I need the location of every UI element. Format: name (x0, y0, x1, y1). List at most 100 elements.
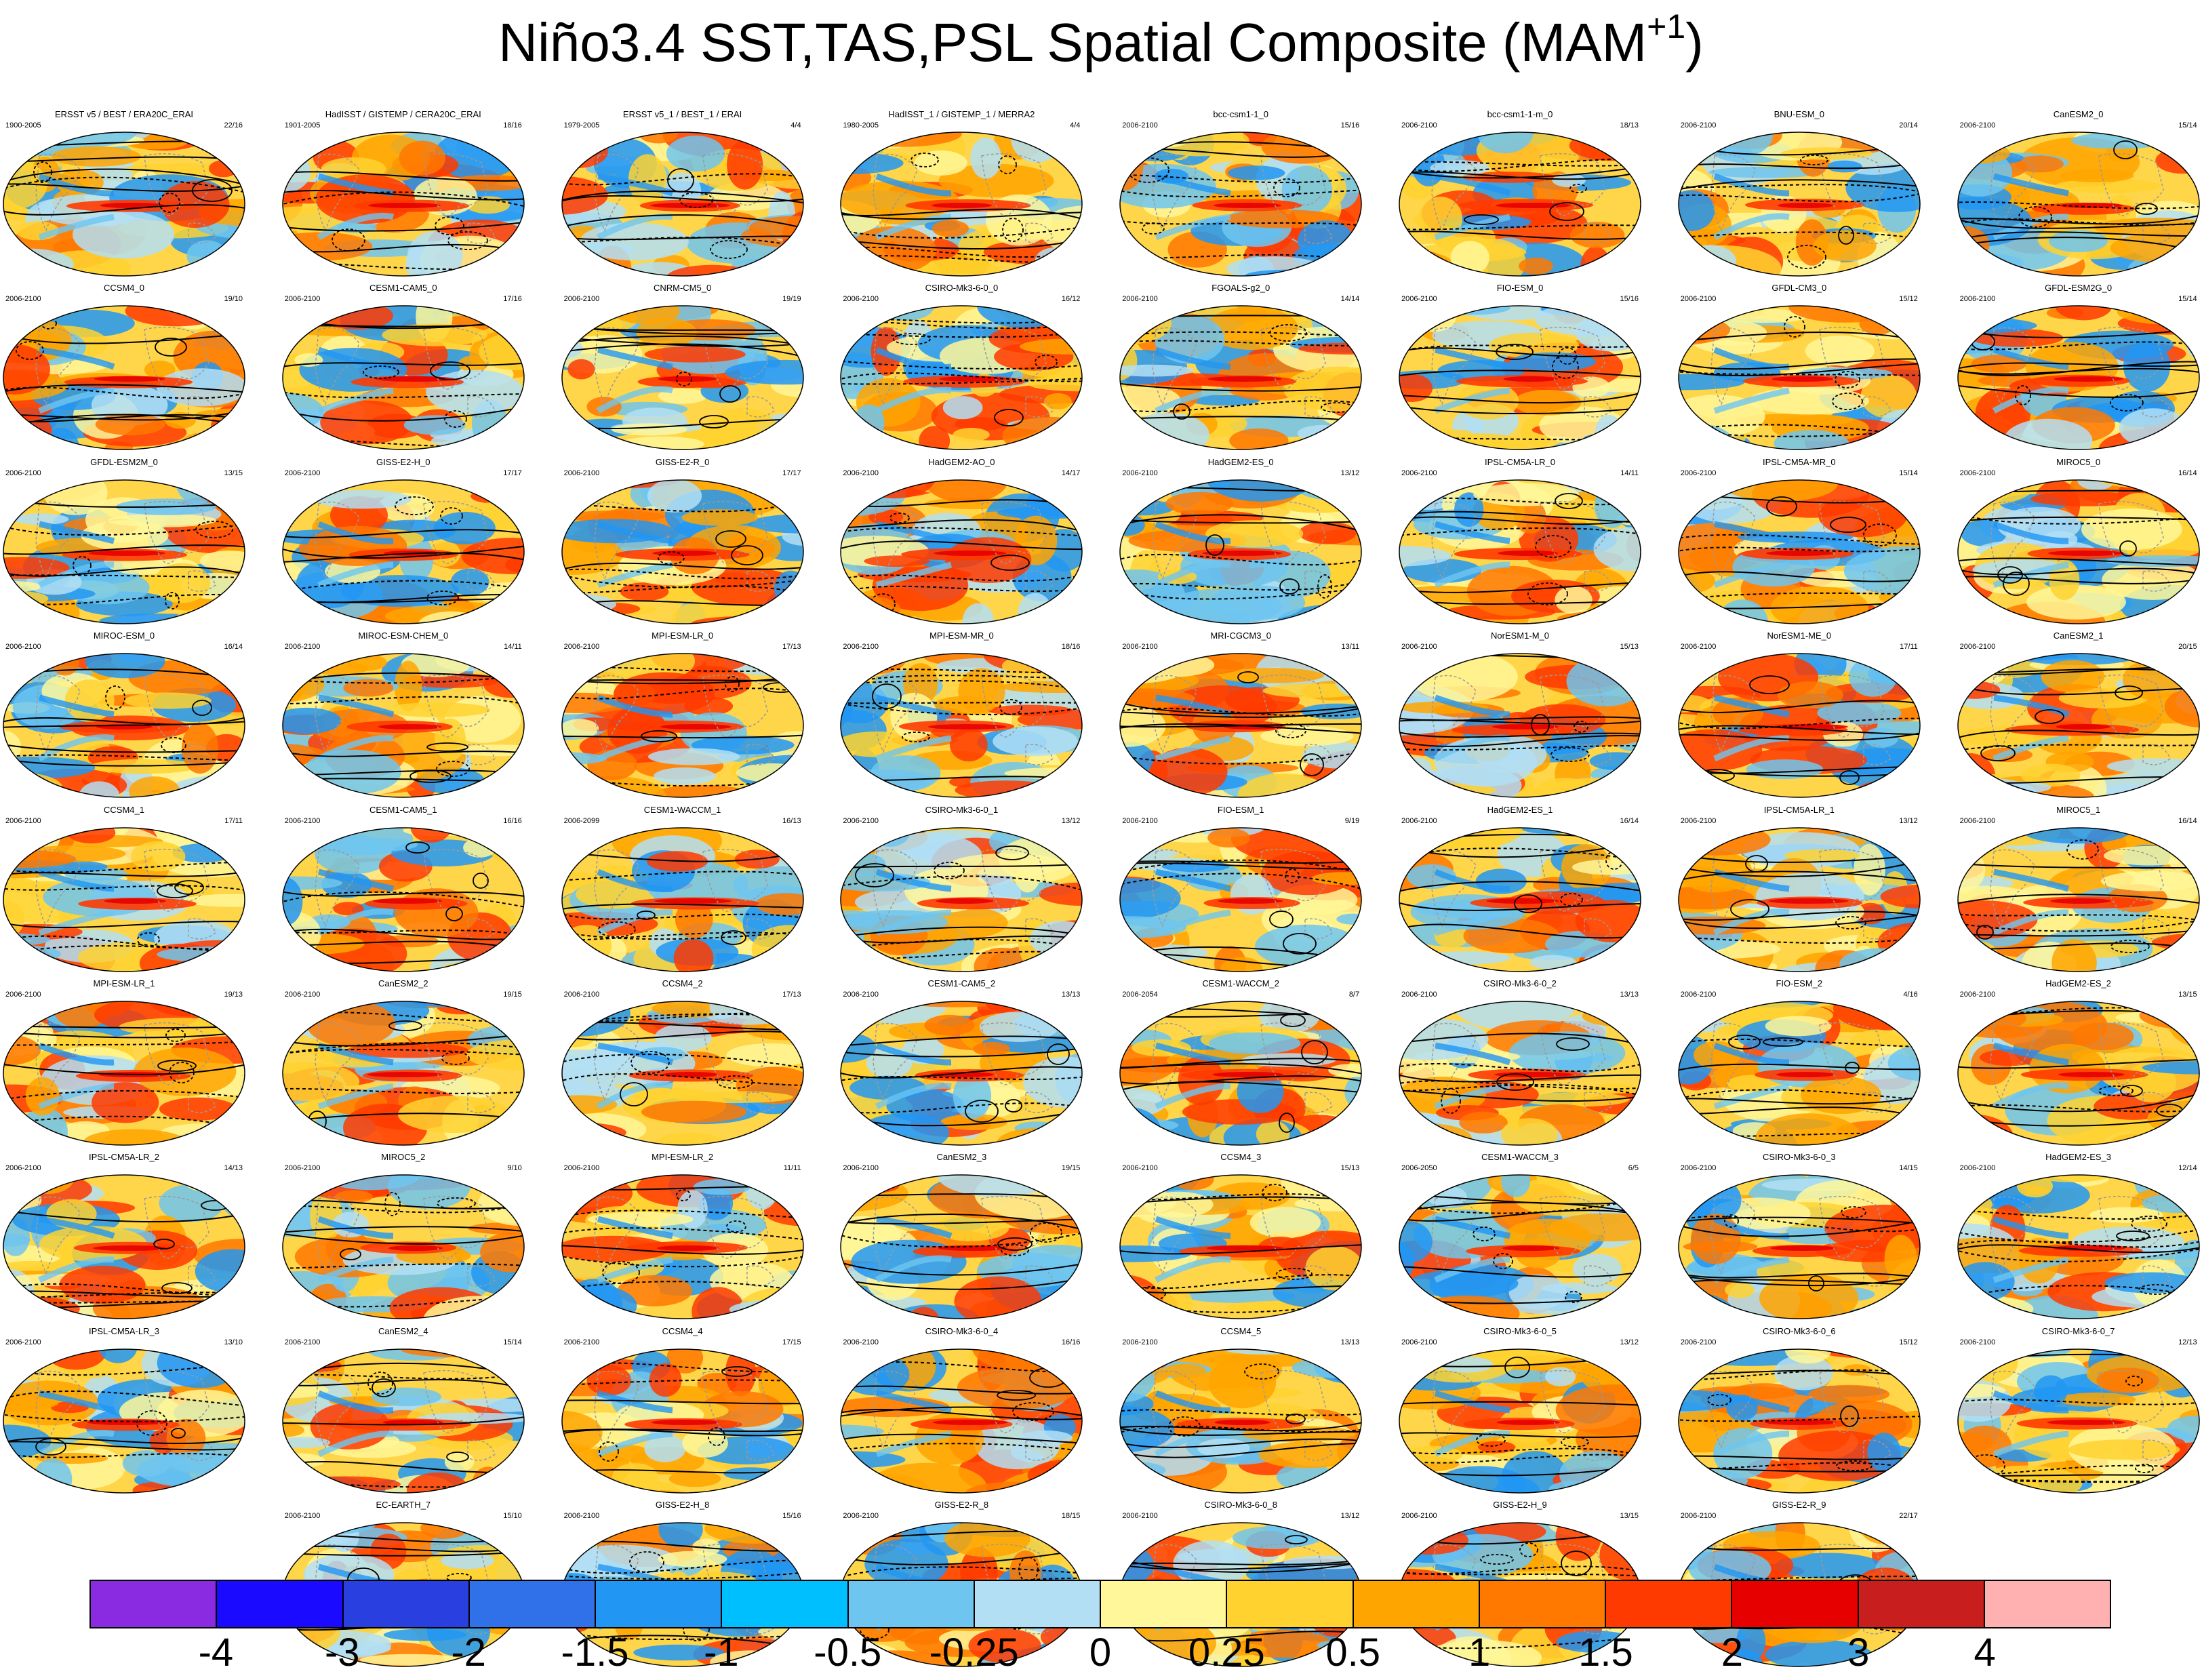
panel-period: 2006-2100 (563, 991, 600, 999)
panel-title: BNU-ESM_0 (1774, 109, 1824, 119)
panel-event-count: 15/16 (1620, 295, 1639, 304)
panel-event-count: 9/19 (1344, 816, 1360, 825)
colorbar-cell (1479, 1581, 1606, 1627)
colorbar-cell (722, 1581, 849, 1627)
colorbar-tick-label: 0 (1089, 1631, 1112, 1675)
panel-period: 2006-2100 (563, 1164, 600, 1173)
colorbar-cell (1227, 1581, 1354, 1627)
panel-period: 2006-2100 (843, 1164, 879, 1173)
map-panel: CSIRO-Mk3-6-0_6 2006-2100 15/12 (1674, 1325, 1925, 1496)
panel-event-count: 16/16 (503, 816, 522, 825)
panel-period: 2006-2100 (563, 468, 600, 477)
colorbar-tick-label: -3 (324, 1631, 360, 1675)
map-panel: HadGEM2-AO_0 2006-2100 14/17 (836, 456, 1087, 627)
panel-event-count: 8/7 (1348, 991, 1360, 999)
panel-title: CESM1-CAM5_2 (927, 978, 996, 988)
panel-title: MIROC5_0 (2056, 456, 2101, 467)
panel-period: 2006-2100 (1680, 295, 1717, 304)
composite-map (1674, 824, 1925, 975)
title-superscript: +1 (1647, 7, 1686, 45)
panel-title: ERSST v5_1 / BEST_1 / ERAI (622, 109, 742, 119)
panel-period: 2006-2100 (1680, 1164, 1717, 1173)
panel-period: 2006-2050 (1401, 1164, 1437, 1173)
panel-title: CanESM2_1 (2053, 631, 2104, 641)
panel-period: 2006-2100 (1401, 816, 1437, 825)
composite-map (278, 650, 529, 801)
panel-period: 2006-2100 (1401, 1512, 1437, 1521)
panel-title: CanESM2_4 (378, 1325, 428, 1336)
panel-period: 2006-2100 (1959, 816, 1996, 825)
map-panel: MPI-ESM-LR_2 2006-2100 11/11 (557, 1151, 808, 1322)
panel-period: 2006-2100 (1122, 295, 1158, 304)
panel-title: GISS-E2-R_8 (934, 1500, 989, 1511)
panel-period: 2006-2054 (1122, 991, 1158, 999)
panel-event-count: 17/15 (782, 1338, 801, 1346)
composite-map (1674, 1172, 1925, 1322)
panel-title: GISS-E2-H_8 (655, 1500, 710, 1511)
panel-title: GISS-E2-R_9 (1772, 1500, 1826, 1511)
composite-map (557, 477, 808, 627)
panel-title: MIROC5_2 (381, 1152, 426, 1163)
panel-period: 2006-2100 (843, 816, 879, 825)
panel-event-count: 14/15 (1899, 1164, 1918, 1173)
panel-period: 2006-2100 (843, 468, 879, 477)
panel-event-count: 13/15 (224, 468, 243, 477)
panel-title: CanESM2_3 (936, 1152, 987, 1163)
panel-period: 2006-2100 (1680, 1512, 1717, 1521)
panel-title: MRI-CGCM3_0 (1210, 631, 1271, 641)
panel-period: 2006-2100 (1122, 121, 1158, 129)
panel-event-count: 9/10 (507, 1164, 522, 1173)
panel-event-count: 14/11 (1620, 468, 1639, 477)
composite-map (1115, 302, 1366, 453)
panel-period: 2006-2100 (1401, 121, 1437, 129)
colorbar-labels: -4 -3 -2 -1.5 -1 -0.5 -0.25 0 0.25 0.5 1 1.5 2 3 4 (0, 1631, 2202, 1678)
panel-period: 2006-2100 (1122, 816, 1158, 825)
panel-event-count: 22/17 (1899, 1512, 1918, 1521)
panel-event-count: 16/14 (2178, 816, 2197, 825)
panel-period: 2006-2100 (843, 295, 879, 304)
colorbar-tick-label: 2 (1721, 1631, 1743, 1675)
panel-event-count: 13/13 (1061, 991, 1081, 999)
panel-period: 2006-2100 (5, 643, 41, 652)
composite-map (1115, 1346, 1366, 1496)
map-panel: FIO-ESM_1 2006-2100 9/19 (1115, 804, 1366, 975)
panel-event-count: 19/13 (224, 991, 243, 999)
panel-grid: ERSST v5 / BEST / ERA20C_ERAI 1900-2005 22… (0, 109, 2202, 1667)
composite-map (1674, 302, 1925, 453)
composite-map (0, 477, 249, 627)
panel-period: 2006-2100 (843, 991, 879, 999)
panel-period: 1901-2005 (284, 121, 321, 129)
panel-event-count: 22/16 (224, 121, 243, 129)
panel-event-count: 18/16 (1061, 643, 1081, 652)
colorbar-tick-label: -0.25 (929, 1631, 1019, 1675)
map-panel: CNRM-CM5_0 2006-2100 19/19 (557, 282, 808, 453)
panel-title: CCSM4_2 (662, 978, 703, 988)
composite-map (1115, 824, 1366, 975)
panel-event-count: 16/14 (224, 643, 243, 652)
composite-map (836, 477, 1087, 627)
map-panel: GFDL-CM3_0 2006-2100 15/12 (1674, 282, 1925, 453)
composite-map (1115, 650, 1366, 801)
panel-period: 2006-2100 (1122, 1338, 1158, 1346)
composite-map (278, 1346, 529, 1496)
map-panel: IPSL-CM5A-LR_2 2006-2100 14/13 (0, 1151, 249, 1322)
panel-title: bcc-csm1-1-m_0 (1487, 109, 1553, 119)
panel-title: FIO-ESM_2 (1776, 978, 1823, 988)
composite-map (557, 998, 808, 1148)
composite-map (836, 1346, 1087, 1496)
composite-map (1395, 477, 1645, 627)
panel-event-count: 13/12 (1340, 468, 1360, 477)
panel-period: 2006-2100 (563, 1338, 600, 1346)
composite-map (1115, 477, 1366, 627)
panel-title: IPSL-CM5A-LR_1 (1763, 804, 1835, 815)
map-panel: GFDL-ESM2G_0 2006-2100 15/14 (1953, 282, 2202, 453)
panel-event-count: 15/13 (1340, 1164, 1360, 1173)
map-panel: MIROC-ESM_0 2006-2100 16/14 (0, 630, 249, 801)
composite-map (1395, 1172, 1645, 1322)
panel-event-count: 14/14 (1340, 295, 1360, 304)
map-panel: CSIRO-Mk3-6-0_5 2006-2100 13/12 (1395, 1325, 1645, 1496)
panel-title: CCSM4_5 (1220, 1325, 1262, 1336)
colorbar-tick-label: -0.5 (814, 1631, 882, 1675)
panel-title: MIROC-ESM_0 (93, 631, 155, 641)
panel-title: FIO-ESM_1 (1217, 804, 1264, 815)
